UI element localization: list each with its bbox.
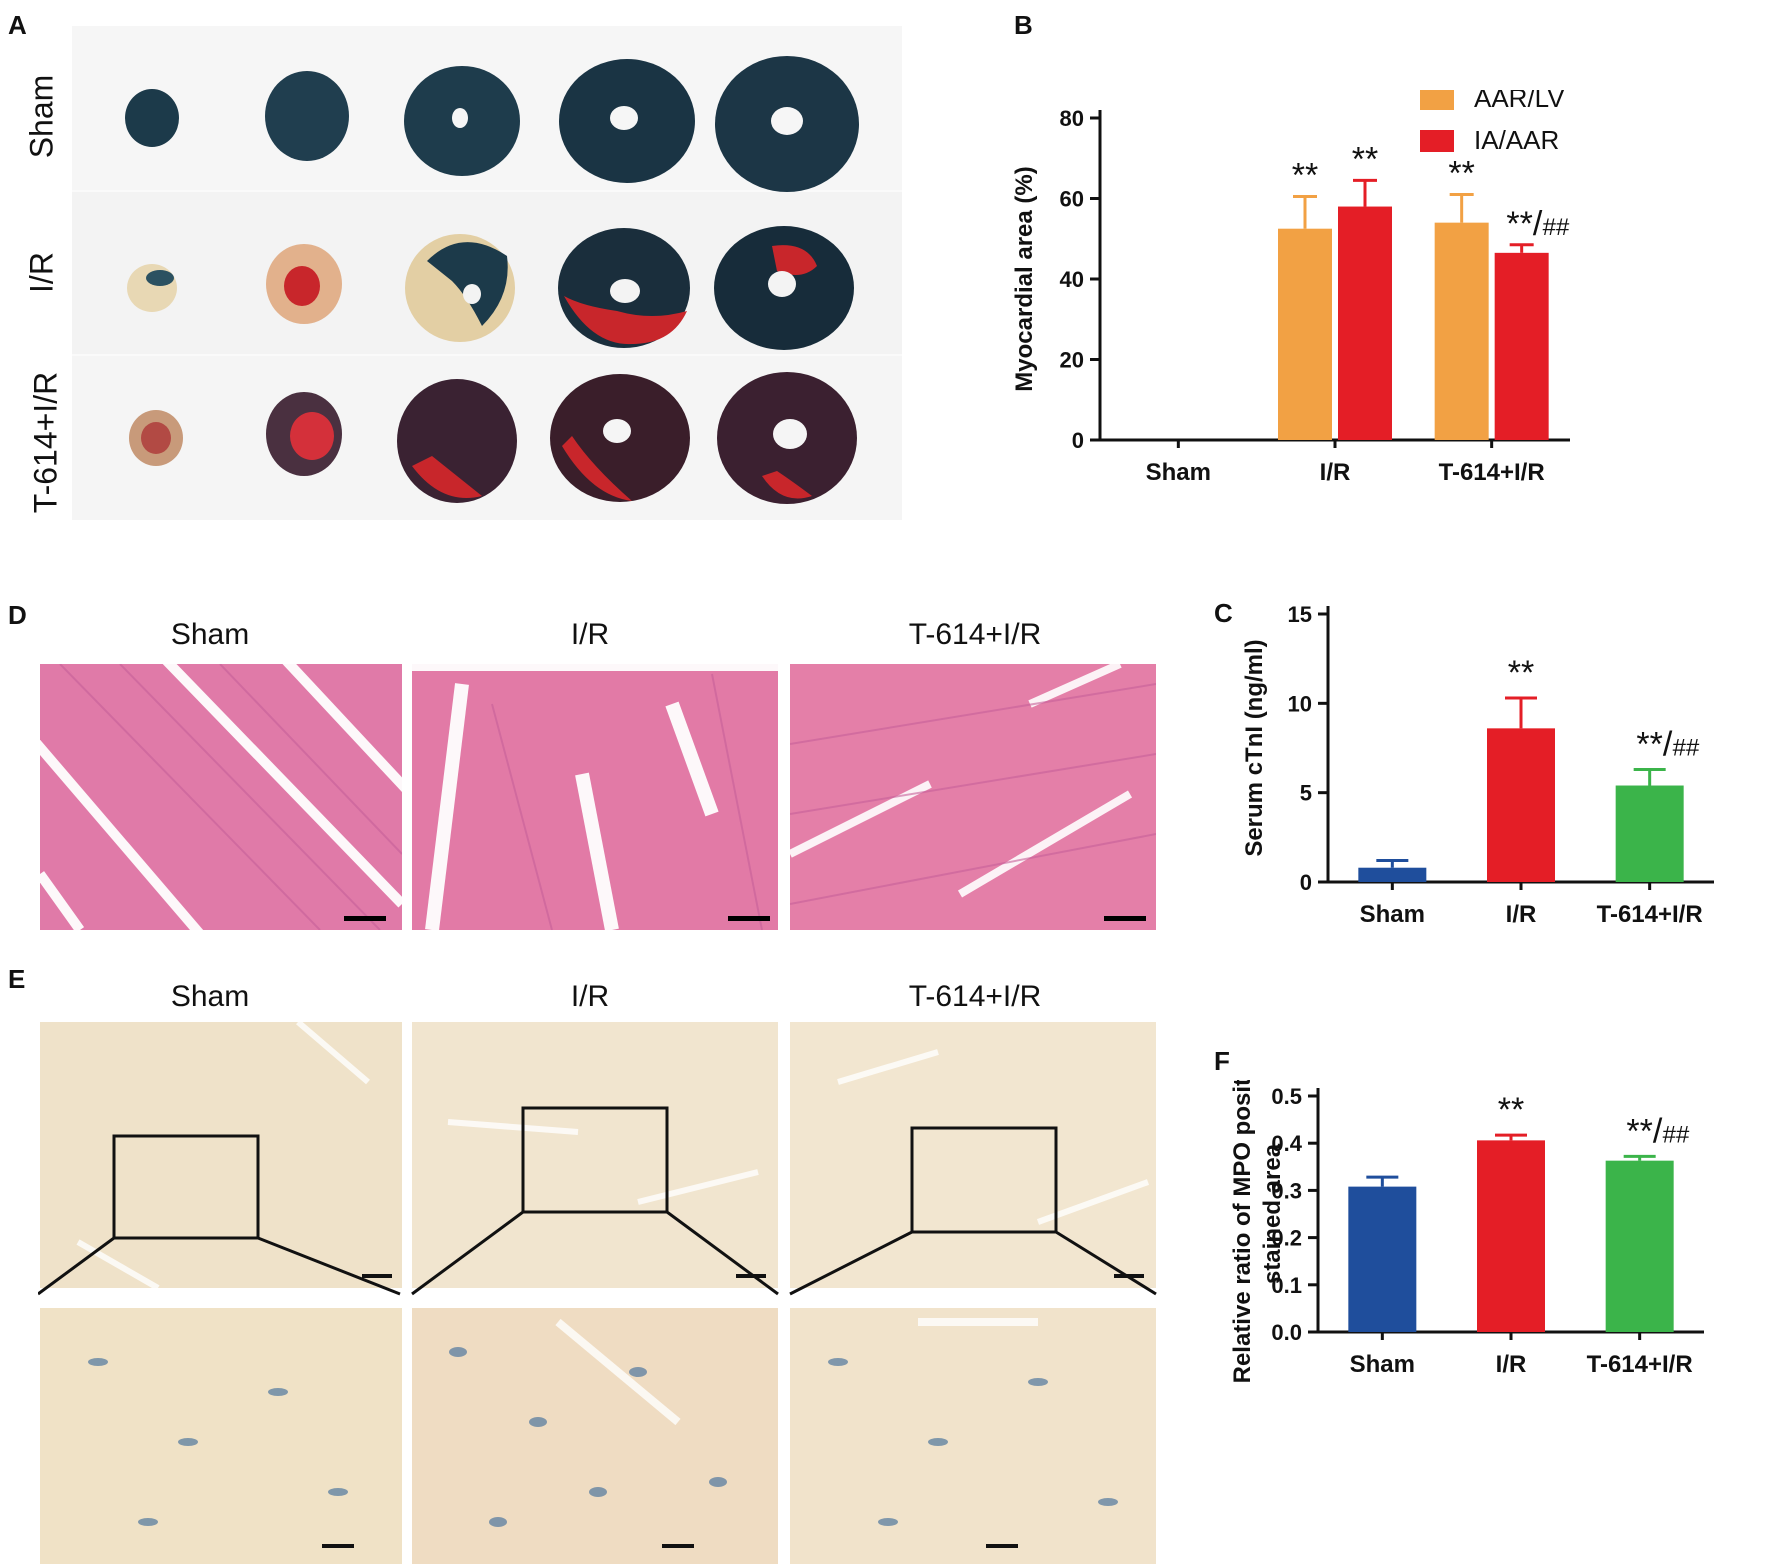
x-tick-label: Sham xyxy=(1350,1351,1415,1378)
row-label-sham: Sham xyxy=(23,74,60,159)
y-tick-label: 0 xyxy=(1300,870,1312,895)
row-label-t614: T-614+I/R xyxy=(27,371,64,514)
bar xyxy=(1615,785,1684,882)
legend-swatch xyxy=(1420,130,1454,152)
y-tick-label: 5 xyxy=(1300,781,1312,806)
y-tick-label: 15 xyxy=(1288,602,1312,627)
he-image-t614 xyxy=(790,664,1156,930)
x-tick-label: I/R xyxy=(1320,459,1351,486)
y-axis-label: stained area xyxy=(1259,1143,1286,1284)
panel-a-photo xyxy=(72,26,902,520)
significance-label: **/## xyxy=(1636,725,1699,763)
y-tick-label: 0.1 xyxy=(1271,1273,1302,1298)
y-axis-label: Myocardial area (%) xyxy=(1011,166,1038,391)
significance-label: ** xyxy=(1498,1091,1524,1129)
bar xyxy=(1434,222,1489,440)
bar xyxy=(1338,206,1392,440)
y-axis-label: Relative ratio of MPO positive xyxy=(1230,1080,1256,1383)
panel-d-letter: D xyxy=(8,600,27,630)
legend-label: AAR/LV xyxy=(1474,90,1565,113)
y-tick-label: 80 xyxy=(1060,106,1084,131)
scale-bar xyxy=(728,916,770,921)
heart-slices-image xyxy=(72,26,902,520)
significance-label: ** xyxy=(1352,140,1378,178)
y-tick-label: 0.2 xyxy=(1271,1226,1302,1251)
legend-swatch xyxy=(1420,90,1454,110)
significance-label: ** xyxy=(1448,154,1474,192)
panel-e-title-ir: I/R xyxy=(570,980,610,1013)
bar xyxy=(1477,1140,1545,1332)
panel-d-title-sham: Sham xyxy=(170,618,250,651)
x-tick-label: T-614+I/R xyxy=(1439,459,1545,486)
y-tick-label: 0 xyxy=(1072,428,1084,453)
ihc-high-mag-row xyxy=(40,1308,1156,1564)
y-tick-label: 60 xyxy=(1060,187,1084,212)
x-tick-label: I/R xyxy=(1496,1351,1527,1378)
ihc-images xyxy=(38,1022,1157,1564)
x-tick-label: Sham xyxy=(1360,901,1425,928)
sham-slices xyxy=(125,56,859,192)
chart-b: 0 20 40 60 80 Myocardial area (%) Sham I/R ** ** T… xyxy=(1011,90,1570,486)
x-tick-label: T-614+I/R xyxy=(1587,1351,1693,1378)
he-image-ir xyxy=(412,664,778,930)
panel-f-letter: F xyxy=(1214,1046,1230,1076)
y-tick-label: 0.0 xyxy=(1271,1320,1302,1345)
y-tick-label: 20 xyxy=(1060,348,1084,373)
bar xyxy=(1358,867,1427,882)
panel-d-title-ir: I/R xyxy=(570,618,610,651)
he-image-sham xyxy=(40,664,402,930)
ir-slices xyxy=(127,226,854,350)
bar xyxy=(1605,1160,1674,1332)
y-tick-label: 40 xyxy=(1060,267,1084,292)
scale-bar xyxy=(1104,916,1146,921)
y-tick-label: 0.4 xyxy=(1271,1131,1302,1156)
significance-label: **/## xyxy=(1506,205,1569,243)
panel-e-title-t614: T-614+I/R xyxy=(908,980,1042,1013)
chart-c: 0 5 10 15 Serum cTnI (ng/ml) Sham I/R ** T-614+I… xyxy=(1241,602,1714,928)
zoom-connectors xyxy=(38,1210,1157,1296)
x-tick-label: Sham xyxy=(1146,459,1211,486)
y-axis-label: Serum cTnI (ng/ml) xyxy=(1241,639,1268,856)
bar xyxy=(1494,252,1549,440)
bar xyxy=(1278,228,1332,440)
panel-e-letter: E xyxy=(8,964,26,994)
chart-f: 0.0 0.1 0.2 0.3 0.4 0.5 Relative ratio of MPO … xyxy=(1230,1080,1704,1383)
row-label-ir: I/R xyxy=(23,252,60,293)
y-tick-label: 0.5 xyxy=(1271,1084,1302,1109)
legend-label: IA/AAR xyxy=(1474,125,1559,155)
bar xyxy=(1487,728,1555,882)
bar xyxy=(1348,1186,1417,1332)
ihc-low-mag-row xyxy=(40,1022,1156,1291)
panel-d-title-t614: T-614+I/R xyxy=(908,618,1042,651)
significance-label: **/## xyxy=(1626,1112,1689,1150)
panel-e-title-sham: Sham xyxy=(170,980,250,1013)
y-tick-label: 10 xyxy=(1288,691,1312,716)
significance-label: ** xyxy=(1508,654,1534,692)
x-tick-label: I/R xyxy=(1506,901,1537,928)
panel-a-letter: A xyxy=(8,10,27,40)
x-tick-label: T-614+I/R xyxy=(1597,901,1703,928)
significance-label: ** xyxy=(1292,156,1318,194)
panel-c-letter: C xyxy=(1214,598,1233,628)
scale-bar xyxy=(344,916,386,921)
panel-b-letter: B xyxy=(1014,10,1033,40)
t614-slices xyxy=(129,372,857,504)
y-tick-label: 0.3 xyxy=(1271,1178,1302,1203)
